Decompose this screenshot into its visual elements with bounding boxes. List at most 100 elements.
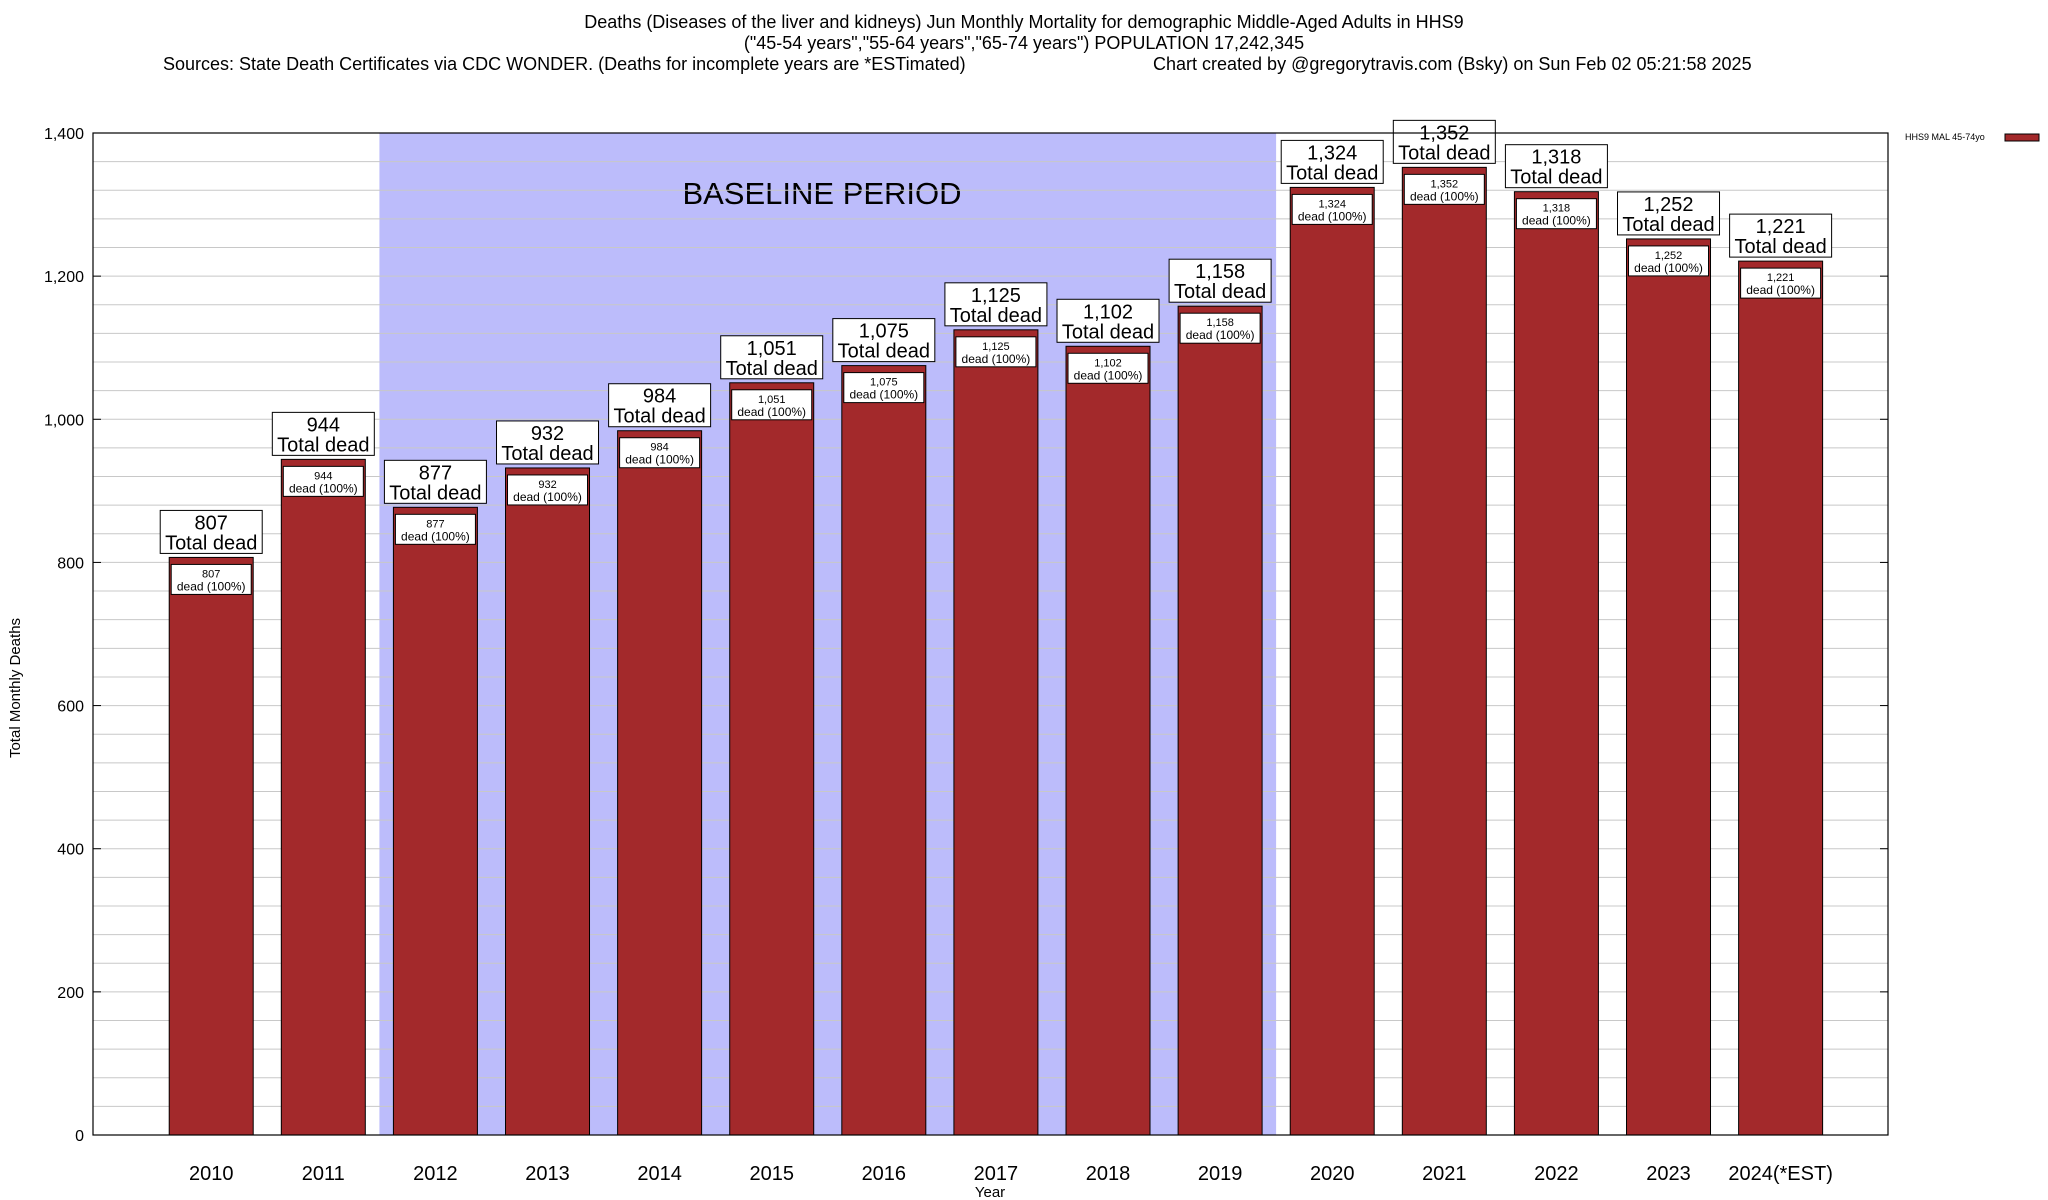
inner-label-box <box>1515 198 1597 230</box>
total-dead-label: Total dead <box>389 482 481 504</box>
total-value-label: 1,051 <box>747 338 797 360</box>
inner-value-label: 1,102 <box>1094 357 1122 369</box>
inner-label-box <box>619 437 701 469</box>
chart-title-line-2: ("45-54 years","55-64 years","65-74 year… <box>743 33 1305 53</box>
total-value-label: 807 <box>195 512 228 534</box>
inner-pct-label: dead (100%) <box>401 529 470 543</box>
total-label-box <box>832 318 936 363</box>
x-tick-label: 2014 <box>637 1163 682 1185</box>
y-tick-label: 600 <box>57 699 84 716</box>
inner-value-label: 1,158 <box>1206 317 1234 329</box>
inner-label-box <box>394 513 476 545</box>
y-tick-label: 200 <box>57 985 84 1002</box>
chart-sources: Sources: State Death Certificates via CD… <box>163 54 966 74</box>
bar <box>1626 238 1712 1136</box>
inner-pct-label: dead (100%) <box>849 388 918 402</box>
x-tick-label: 2020 <box>1310 1163 1355 1185</box>
inner-value-label: 1,051 <box>758 394 786 406</box>
total-dead-label: Total dead <box>1174 281 1266 303</box>
total-label-box <box>1392 119 1496 164</box>
total-value-label: 984 <box>643 386 676 408</box>
inner-label-box <box>282 465 364 497</box>
total-label-box <box>608 383 712 428</box>
total-label-box <box>944 282 1048 327</box>
inner-pct-label: dead (100%) <box>962 352 1031 366</box>
inner-pct-label: dead (100%) <box>177 579 246 593</box>
total-label-box <box>383 459 487 504</box>
inner-value-label: 932 <box>538 479 556 491</box>
total-value-label: 1,221 <box>1756 216 1806 238</box>
total-value-label: 1,252 <box>1643 194 1693 216</box>
total-label-box <box>1729 213 1833 258</box>
inner-pct-label: dead (100%) <box>1746 283 1815 297</box>
x-tick-label: 2022 <box>1534 1163 1579 1185</box>
total-dead-label: Total dead <box>1062 321 1154 343</box>
inner-value-label: 1,252 <box>1655 250 1683 262</box>
total-label-box <box>1280 139 1384 184</box>
y-axis-label: Total Monthly Deaths <box>7 618 24 758</box>
bar <box>1401 166 1487 1136</box>
baseline-period-label: BASELINE PERIOD <box>682 176 961 211</box>
inner-pct-label: dead (100%) <box>289 481 358 495</box>
inner-value-label: 1,324 <box>1318 198 1346 210</box>
bar <box>729 382 815 1136</box>
inner-label-box <box>1628 245 1710 277</box>
inner-label-box <box>507 474 589 506</box>
x-tick-label: 2016 <box>862 1163 907 1185</box>
inner-label-box <box>955 336 1037 368</box>
bar <box>392 506 478 1136</box>
bar <box>617 430 703 1136</box>
total-label-box <box>720 335 824 380</box>
inner-pct-label: dead (100%) <box>625 453 694 467</box>
total-value-label: 944 <box>307 414 340 436</box>
bar <box>953 329 1039 1136</box>
inner-value-label: 984 <box>650 442 668 454</box>
x-tick-label: 2015 <box>749 1163 794 1185</box>
total-label-box <box>1617 191 1721 236</box>
inner-pct-label: dead (100%) <box>1186 328 1255 342</box>
inner-pct-label: dead (100%) <box>1522 214 1591 228</box>
x-tick-label: 2021 <box>1422 1163 1467 1185</box>
x-tick-label: 2024(*EST) <box>1728 1163 1833 1185</box>
total-dead-label: Total dead <box>726 358 818 380</box>
total-label-box <box>1168 258 1272 303</box>
inner-pct-label: dead (100%) <box>513 490 582 504</box>
total-dead-label: Total dead <box>501 443 593 465</box>
inner-label-box <box>1067 352 1149 384</box>
total-dead-label: Total dead <box>613 406 705 428</box>
total-value-label: 1,075 <box>859 321 909 343</box>
y-tick-label: 1,200 <box>44 269 84 286</box>
total-dead-label: Total dead <box>277 434 369 456</box>
bar <box>1177 305 1263 1136</box>
inner-value-label: 1,352 <box>1431 178 1459 190</box>
inner-value-label: 877 <box>426 518 444 530</box>
bar <box>841 365 927 1136</box>
bar <box>505 467 591 1136</box>
y-tick-label: 0 <box>75 1128 84 1145</box>
chart-title-line-1: Deaths (Diseases of the liver and kidney… <box>584 12 1464 32</box>
y-tick-label: 1,000 <box>44 412 84 429</box>
inner-value-label: 1,221 <box>1767 272 1795 284</box>
inner-pct-label: dead (100%) <box>1298 209 1367 223</box>
total-label-box <box>496 420 600 465</box>
total-value-label: 1,318 <box>1531 147 1581 169</box>
legend-swatch <box>2004 133 2040 142</box>
total-value-label: 1,125 <box>971 285 1021 307</box>
bar <box>1513 191 1599 1136</box>
bar <box>1289 186 1375 1136</box>
total-label-box <box>159 509 263 554</box>
inner-pct-label: dead (100%) <box>1634 261 1703 275</box>
y-tick-label: 1,400 <box>44 126 84 143</box>
x-tick-label: 2011 <box>302 1163 345 1185</box>
x-tick-label: 2018 <box>1086 1163 1131 1185</box>
total-dead-label: Total dead <box>1286 162 1378 184</box>
